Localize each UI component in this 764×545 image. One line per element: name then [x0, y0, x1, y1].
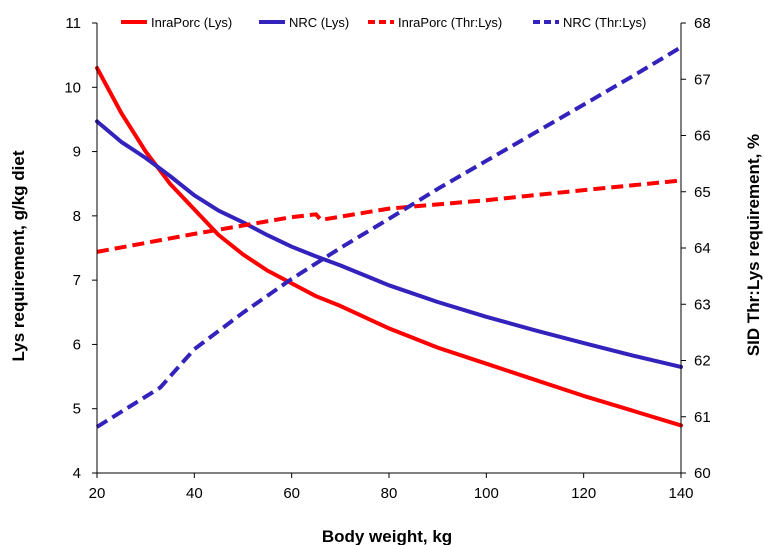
axes — [92, 22, 686, 478]
legend-label-inraporc-thr-lys: InraPorc (Thr:Lys) — [398, 15, 502, 30]
y-tick-label: 7 — [73, 272, 81, 289]
legend-label-inraporc-lys: InraPorc (Lys) — [151, 15, 232, 30]
y-tick-label: 8 — [73, 208, 81, 225]
x-tick-label: 100 — [474, 485, 499, 502]
legend-label-nrc-lys: NRC (Lys) — [289, 15, 349, 30]
x-tick-label: 40 — [186, 485, 203, 502]
x-axis-title: Body weight, kg — [322, 527, 452, 545]
series-line-nrc-lys — [95, 119, 683, 369]
y2-tick-label: 68 — [694, 15, 711, 32]
legend: InraPorc (Lys) NRC (Lys) InraPorc (Thr:Lys… — [121, 15, 646, 30]
y2-axis-title: SID Thr:Lys requirement, % — [744, 134, 763, 356]
y2-tick-label: 66 — [694, 128, 711, 145]
y2-tick-label: 67 — [694, 71, 711, 88]
x-tick-label: 80 — [381, 485, 398, 502]
y-tick-label: 4 — [73, 465, 81, 482]
y2-tick-label: 62 — [694, 353, 711, 370]
plot-area — [95, 45, 683, 429]
x-tick-label: 60 — [283, 485, 300, 502]
y2-tick-label: 65 — [694, 184, 711, 201]
y-tick-label: 10 — [64, 79, 81, 96]
legend-label-nrc-thr-lys: NRC (Thr:Lys) — [563, 15, 646, 30]
y-tick-label: 9 — [73, 144, 81, 161]
y-tick-label: 6 — [73, 336, 81, 353]
series-line-inraporc-thr-lys — [96, 178, 682, 254]
y2-tick-label: 61 — [694, 409, 711, 426]
series-line-nrc-thr-lys — [95, 45, 683, 429]
x-tick-label: 140 — [668, 485, 693, 502]
x-tick-label: 120 — [571, 485, 596, 502]
tick-labels: 20 40 60 80 100 120 14045678910116061626364656… — [64, 15, 710, 502]
y2-tick-label: 64 — [694, 240, 711, 257]
y-axis-title: Lys requirement, g/kg diet — [9, 150, 28, 361]
y-tick-label: 5 — [73, 401, 81, 418]
y-tick-label: 11 — [65, 15, 81, 32]
y2-tick-label: 60 — [694, 465, 711, 482]
x-tick-label: 20 — [89, 485, 106, 502]
y2-tick-label: 63 — [694, 296, 711, 313]
series-line-inraporc-lys — [95, 66, 683, 428]
